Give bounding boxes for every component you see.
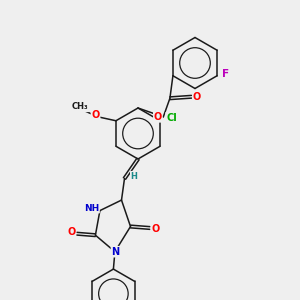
Text: O: O (92, 110, 100, 120)
Text: O: O (151, 224, 160, 235)
Text: O: O (193, 92, 201, 102)
Text: F: F (222, 69, 229, 79)
Text: Cl: Cl (166, 113, 177, 123)
Text: N: N (111, 247, 120, 257)
Text: CH₃: CH₃ (72, 103, 88, 112)
Text: O: O (67, 227, 76, 237)
Text: NH: NH (84, 204, 99, 213)
Text: O: O (154, 112, 162, 122)
Text: H: H (131, 172, 137, 181)
